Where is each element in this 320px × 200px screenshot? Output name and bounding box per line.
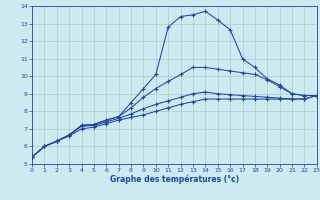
X-axis label: Graphe des températures (°c): Graphe des températures (°c) bbox=[110, 175, 239, 184]
